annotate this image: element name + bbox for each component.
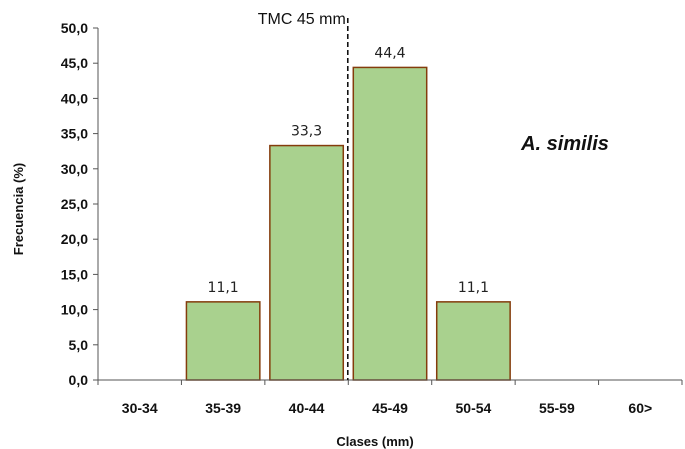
x-axis-title: Clases (mm) <box>336 434 413 449</box>
data-label: 11,1 <box>458 280 489 296</box>
data-label: 33,3 <box>291 124 322 140</box>
y-tick-label: 25,0 <box>61 196 88 212</box>
x-axis-ticks: 30-34 35-39 40-44 45-49 50-54 55-59 60> <box>97 380 683 416</box>
species-annotation: A. similis <box>520 133 609 155</box>
y-tick-label: 45,0 <box>61 55 88 71</box>
bar <box>185 301 261 381</box>
y-tick-label: 35,0 <box>61 126 88 142</box>
x-tick-label: 50-54 <box>456 400 492 416</box>
x-tick-label: 55-59 <box>539 400 575 416</box>
data-label: 11,1 <box>208 280 239 296</box>
bar <box>435 301 511 381</box>
x-tick-label: 35-39 <box>205 400 241 416</box>
y-tick-label: 50,0 <box>61 20 88 36</box>
y-tick-label: 40,0 <box>61 90 88 106</box>
y-tick-label: 10,0 <box>61 302 88 318</box>
x-tick-label: 45-49 <box>372 400 408 416</box>
x-tick-label: 30-34 <box>122 400 158 416</box>
data-labels: 11,1 33,3 44,4 11,1 <box>208 45 489 295</box>
y-axis-ticks: 0,0 5,0 10,0 15,0 20,0 25,0 30,0 35,0 40,0 45,0 50… <box>61 20 98 388</box>
data-label: 44,4 <box>374 45 405 61</box>
x-tick-label: 60> <box>628 400 652 416</box>
y-tick-label: 5,0 <box>69 337 89 353</box>
y-axis-title: Frecuencia (%) <box>11 163 26 255</box>
bar <box>352 66 428 381</box>
x-tick-label: 40-44 <box>289 400 325 416</box>
y-tick-label: 15,0 <box>61 266 88 282</box>
reference-line-label: TMC 45 mm <box>258 11 346 28</box>
bar <box>269 144 345 381</box>
y-tick-label: 0,0 <box>69 372 89 388</box>
bars <box>185 66 511 381</box>
y-tick-label: 20,0 <box>61 231 88 247</box>
y-tick-label: 30,0 <box>61 161 88 177</box>
